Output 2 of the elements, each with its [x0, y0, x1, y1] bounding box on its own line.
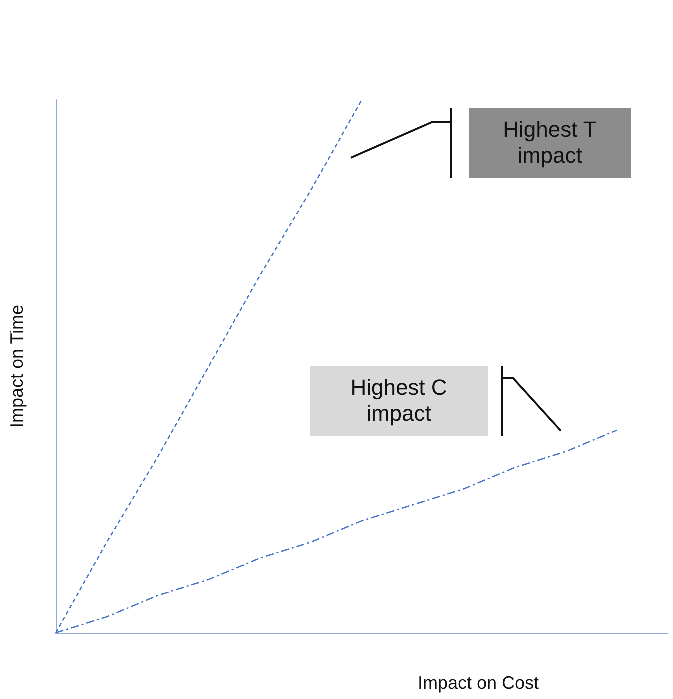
x-axis-title: Impact on Cost [418, 673, 540, 694]
y-axis-title: Impact on Time [7, 304, 27, 428]
